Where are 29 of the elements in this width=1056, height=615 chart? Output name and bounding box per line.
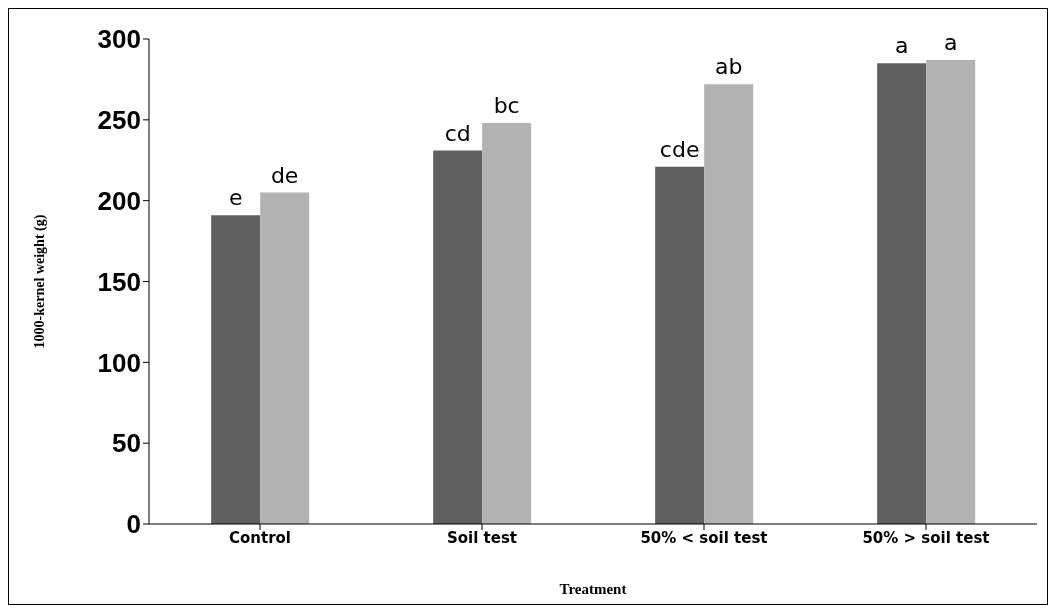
bar — [433, 150, 483, 524]
data-label: de — [270, 162, 299, 188]
bar — [655, 166, 705, 524]
y-tick-label: 250 — [97, 105, 141, 136]
data-label: ab — [714, 54, 743, 80]
data-label: a — [943, 30, 958, 56]
bar — [260, 192, 310, 524]
y-tick-label: 0 — [126, 509, 141, 540]
data-label: bc — [493, 93, 520, 119]
y-tick-label: 200 — [97, 185, 141, 216]
bar — [926, 60, 976, 524]
x-tick-label: Control — [228, 528, 292, 547]
bar — [211, 215, 261, 524]
bar — [482, 123, 532, 524]
bar — [704, 84, 754, 524]
data-label: cde — [659, 136, 700, 162]
data-label: e — [228, 185, 243, 211]
y-tick-label: 300 — [97, 24, 141, 55]
data-label: cd — [444, 120, 471, 146]
bar — [877, 63, 927, 524]
x-tick-label: Soil test — [446, 528, 518, 547]
x-tick-label: 50% > soil test — [862, 528, 990, 547]
y-tick-label: 150 — [97, 266, 141, 297]
x-tick-label: 50% < soil test — [640, 528, 768, 547]
y-tick-label: 50 — [112, 428, 141, 459]
x-axis-title: Treatment — [559, 581, 627, 597]
y-axis-title: 1000-kernel weight (g) — [31, 214, 48, 349]
data-label: a — [894, 33, 909, 59]
y-tick-label: 100 — [97, 347, 141, 378]
